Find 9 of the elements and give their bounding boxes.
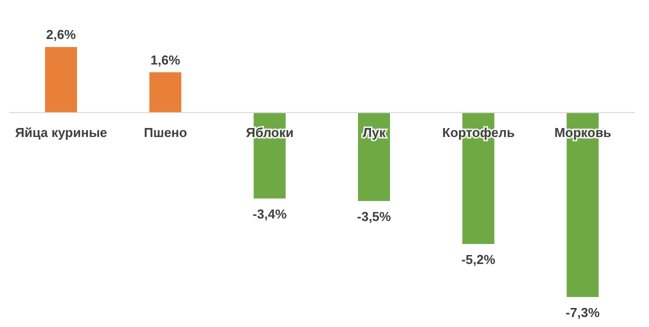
data-label: -3,5% xyxy=(357,209,392,224)
x-tick-label: Лук xyxy=(362,124,386,140)
data-label: -3,4% xyxy=(252,206,288,222)
data-label: -5,2% xyxy=(461,252,496,267)
data-label: -7,3% xyxy=(566,305,600,320)
x-tick-label: Пшено xyxy=(144,124,188,140)
x-tick-label: Яйца куриные xyxy=(15,124,108,140)
data-label: 2,6% xyxy=(46,27,76,42)
data-label: 1,6% xyxy=(150,52,181,68)
